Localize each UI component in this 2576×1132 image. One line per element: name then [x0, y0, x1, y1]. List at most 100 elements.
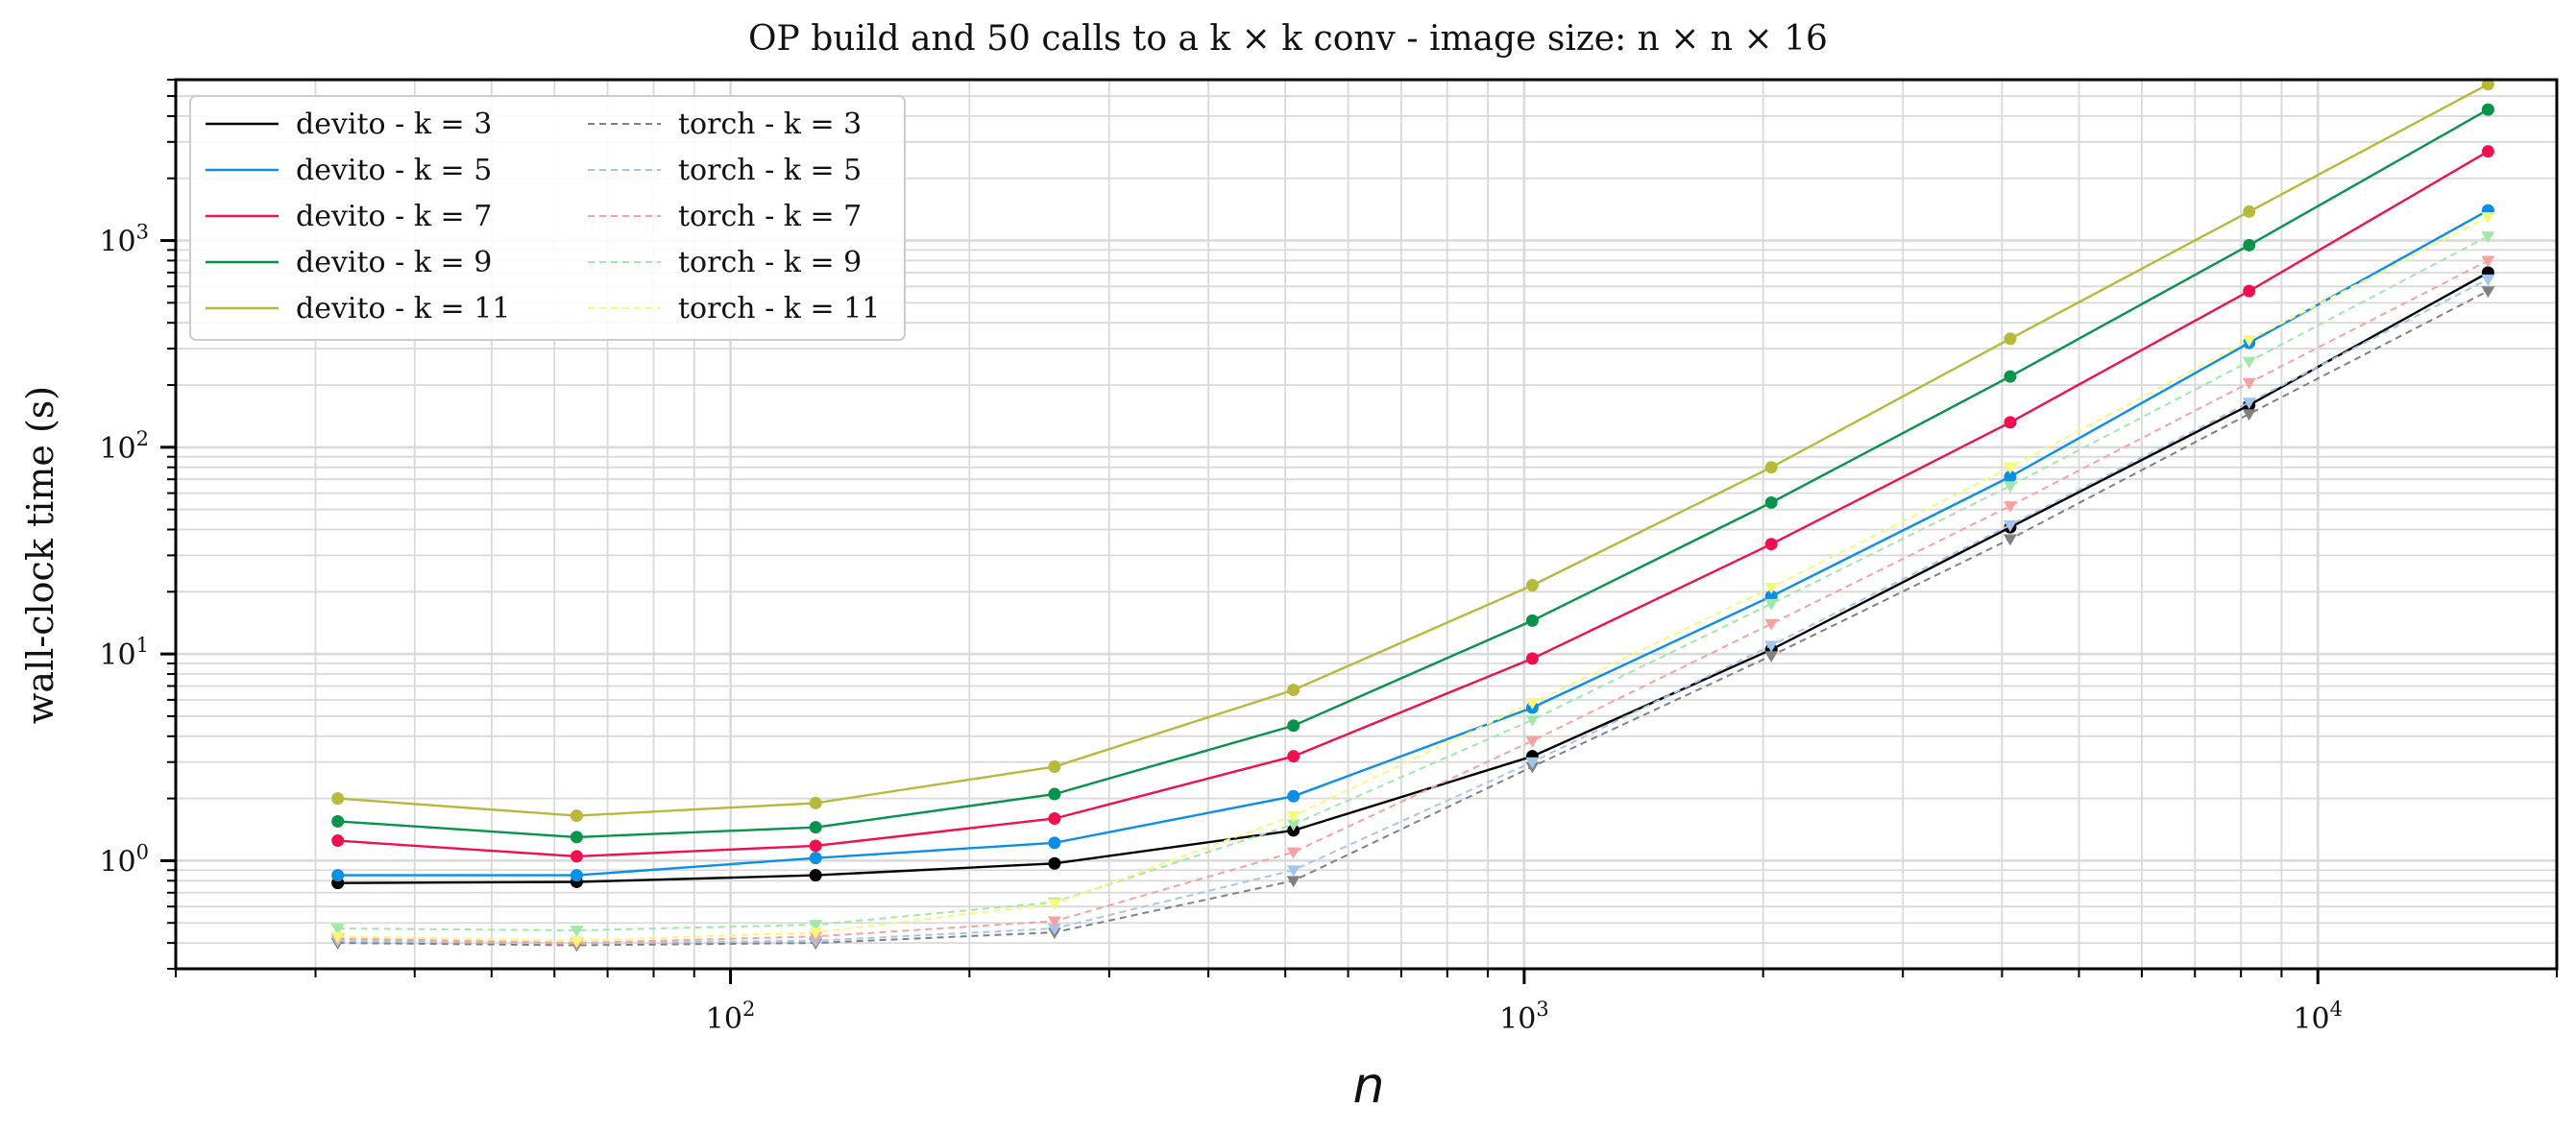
data-point [809, 821, 822, 834]
data-point [1287, 789, 1300, 803]
series-line [337, 216, 2489, 942]
legend-label: devito - k = 11 [296, 292, 510, 325]
series-line [337, 290, 2489, 947]
data-point [1525, 579, 1539, 592]
data-point [2003, 462, 2017, 474]
data-point [330, 924, 345, 936]
data-point [2004, 370, 2017, 383]
data-point [331, 869, 345, 882]
data-point [2481, 145, 2494, 158]
data-point [570, 926, 584, 938]
legend-label: torch - k = 11 [678, 292, 880, 325]
data-point [1525, 698, 1540, 711]
data-point [2003, 520, 2017, 532]
data-point [1764, 582, 1779, 594]
series-layer [330, 78, 2495, 952]
series-group [330, 274, 2495, 951]
data-point [1048, 811, 1061, 825]
data-point [1764, 461, 1778, 474]
plot-frame [174, 78, 2559, 971]
data-point [1286, 847, 1300, 859]
data-point [809, 869, 822, 882]
legend-label: torch - k = 5 [678, 154, 862, 187]
data-point [1286, 810, 1300, 823]
data-point [1525, 714, 1540, 727]
data-point [330, 931, 345, 944]
data-point [1525, 614, 1539, 627]
data-point [1764, 640, 1779, 653]
data-point [809, 927, 823, 940]
y-axis: 100 101 102 103 [99, 79, 176, 970]
data-point [2003, 481, 2017, 494]
legend-label: devito - k = 3 [296, 108, 492, 141]
data-point [570, 850, 583, 863]
data-point [331, 834, 345, 848]
data-point [1047, 924, 1061, 936]
x-tick-label: 102 [706, 998, 756, 1036]
series-group [331, 78, 2494, 823]
data-point [809, 852, 822, 865]
data-point [1764, 651, 1779, 663]
data-point [2242, 377, 2256, 390]
data-point [1287, 750, 1300, 763]
legend-label: devito - k = 9 [296, 246, 492, 279]
data-point [809, 839, 822, 853]
series-group [330, 231, 2495, 938]
legend-entry: torch - k = 5 [588, 154, 862, 187]
data-point [2481, 78, 2494, 91]
legend-entry: torch - k = 7 [588, 200, 862, 233]
data-point [2243, 205, 2256, 218]
legend-entry: torch - k = 9 [588, 246, 862, 279]
series-group [330, 255, 2495, 951]
y-axis-label: wall-clock time (s) [19, 386, 61, 724]
data-point [2242, 409, 2256, 421]
series-line [337, 277, 2489, 945]
series-group [331, 145, 2494, 863]
chart-title: OP build and 50 calls to a k × k conv - … [748, 19, 1828, 59]
data-point [2242, 356, 2256, 369]
data-point [2481, 274, 2495, 286]
data-point [570, 831, 583, 844]
legend: devito - k = 3 devito - k = 5 devito - k =… [189, 95, 906, 341]
legend-entry: torch - k = 11 [588, 292, 880, 325]
data-point [2481, 212, 2495, 225]
data-point [1525, 735, 1540, 748]
legend-label: torch - k = 7 [678, 200, 862, 233]
data-point [2243, 284, 2256, 298]
data-point [2003, 501, 2017, 513]
series-line [337, 209, 2489, 877]
series-group [330, 212, 2495, 948]
data-point [1764, 618, 1779, 631]
data-point [2481, 286, 2495, 299]
legend-label: devito - k = 5 [296, 154, 492, 187]
data-point [1525, 757, 1540, 769]
legend-label: torch - k = 9 [678, 246, 862, 279]
data-point [1048, 856, 1061, 870]
series-line [337, 150, 2490, 858]
legend-label: devito - k = 7 [296, 200, 492, 233]
data-point [1764, 538, 1778, 551]
data-point [2004, 332, 2017, 346]
legend-entry: devito - k = 11 [206, 292, 510, 325]
legend-label: torch - k = 3 [678, 108, 862, 141]
data-point [2003, 534, 2017, 546]
data-point [1764, 495, 1778, 509]
y-tick-label: 100 [99, 840, 149, 879]
y-tick-label: 103 [99, 221, 149, 259]
x-tick-label: 104 [2293, 998, 2343, 1036]
data-point [331, 792, 345, 806]
y-tick-label: 102 [99, 427, 149, 466]
data-point [2481, 231, 2495, 243]
legend-entry: torch - k = 3 [588, 108, 862, 141]
data-point [2242, 397, 2256, 410]
data-point [1048, 836, 1061, 850]
data-point [2004, 470, 2017, 484]
data-point [2004, 416, 2017, 429]
legend-entry: devito - k = 7 [206, 200, 492, 233]
series-line [337, 271, 2489, 884]
data-point [1047, 916, 1061, 928]
legend-entry: devito - k = 9 [206, 246, 492, 279]
data-point [1286, 819, 1300, 831]
data-point [2243, 238, 2256, 252]
